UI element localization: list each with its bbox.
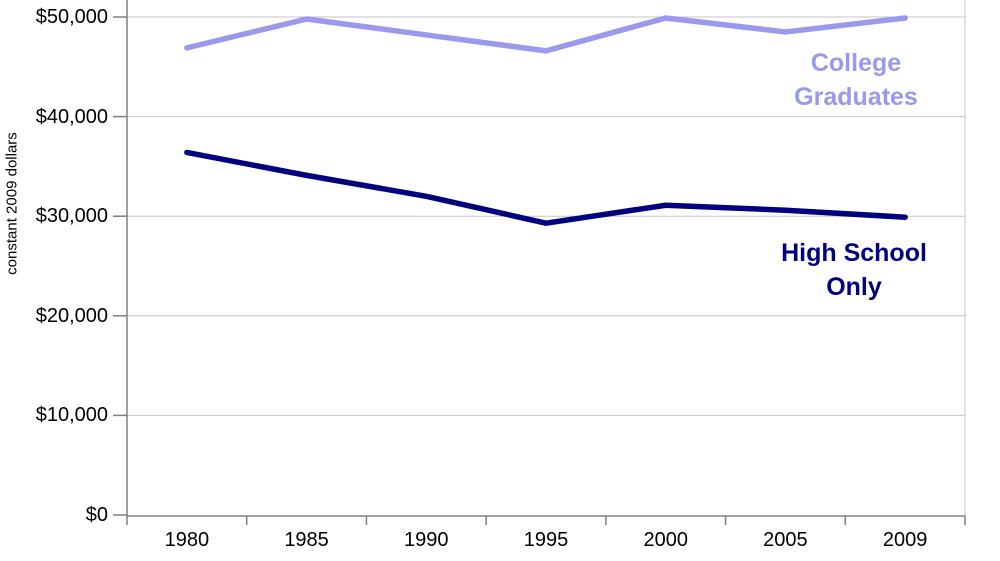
series-line-college-graduates [184, 15, 908, 54]
y-tick-label: $30,000 [35, 205, 108, 228]
x-tick-label: 1985 [284, 529, 329, 551]
series-label-line: High School [781, 239, 927, 267]
x-tick-label: 1980 [164, 529, 210, 551]
y-tick-label: $50,000 [35, 6, 108, 28]
y-tick-label: $40,000 [35, 105, 108, 128]
series-label-high-school-only: High School Only [781, 236, 927, 304]
y-axis-title: constant 2009 dollars [3, 132, 21, 275]
series-label-line: Only [826, 273, 882, 301]
x-tick-label: 2005 [763, 529, 808, 551]
y-tick-label: $10,000 [35, 404, 108, 427]
series-label-line: College [810, 49, 902, 77]
x-tick-label: 1995 [523, 529, 569, 551]
x-tick-label: 1990 [404, 529, 449, 551]
x-tick-label: 2000 [643, 529, 688, 551]
series-label-college-graduates: College Graduates [794, 46, 918, 114]
y-tick-label: $20,000 [35, 304, 108, 327]
series-label-line: Graduates [794, 83, 918, 111]
y-tick-label: $0 [85, 504, 108, 526]
x-tick-label: 2009 [882, 529, 928, 551]
series-line-high-school-only [184, 149, 908, 226]
